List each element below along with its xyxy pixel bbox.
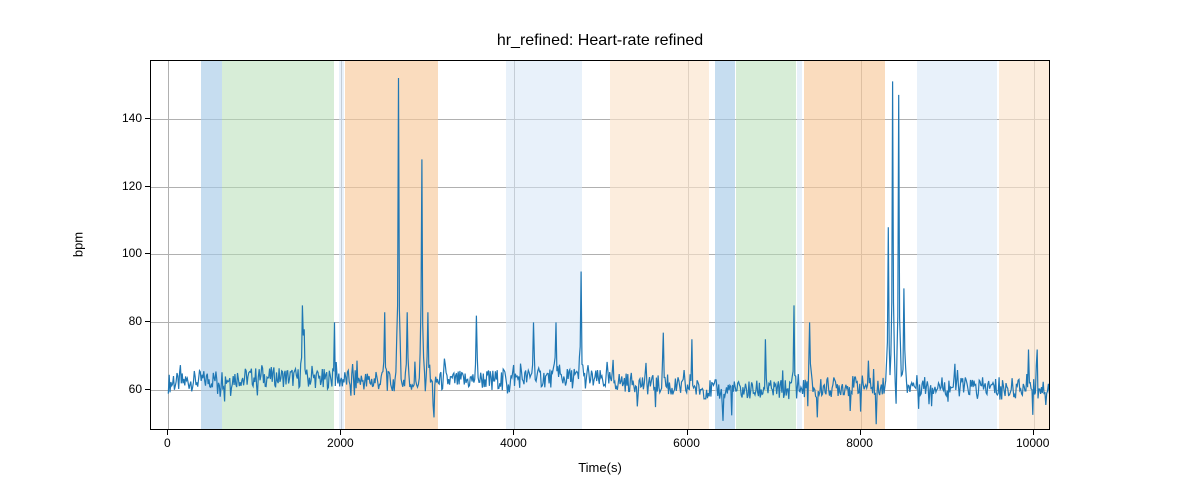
ytick-mark — [145, 389, 150, 390]
line-layer — [151, 61, 1050, 430]
xtick-mark — [513, 430, 514, 435]
plot-area — [150, 60, 1050, 430]
figure: hr_refined: Heart-rate refined bpm Time(… — [0, 0, 1200, 500]
xtick-label: 8000 — [846, 436, 873, 450]
xtick-mark — [340, 430, 341, 435]
ytick-label: 100 — [92, 246, 142, 260]
ytick-mark — [145, 118, 150, 119]
xtick-label: 0 — [164, 436, 171, 450]
ytick-label: 120 — [92, 179, 142, 193]
ytick-mark — [145, 186, 150, 187]
y-axis-label: bpm — [71, 215, 86, 275]
ytick-label: 80 — [92, 314, 142, 328]
xtick-mark — [167, 430, 168, 435]
ytick-label: 140 — [92, 111, 142, 125]
x-axis-label: Time(s) — [0, 460, 1200, 475]
ytick-label: 60 — [92, 382, 142, 396]
ytick-mark — [145, 321, 150, 322]
hr-line — [168, 78, 1050, 424]
xtick-label: 2000 — [327, 436, 354, 450]
xtick-mark — [687, 430, 688, 435]
xtick-mark — [860, 430, 861, 435]
chart-title: hr_refined: Heart-rate refined — [0, 32, 1200, 50]
xtick-label: 4000 — [500, 436, 527, 450]
xtick-label: 10000 — [1016, 436, 1049, 450]
xtick-mark — [1033, 430, 1034, 435]
xtick-label: 6000 — [673, 436, 700, 450]
ytick-mark — [145, 253, 150, 254]
